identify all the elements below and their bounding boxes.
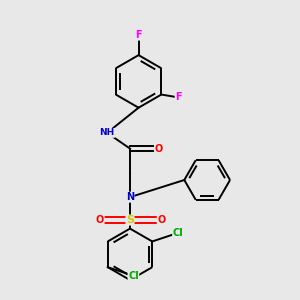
Text: Cl: Cl — [172, 228, 183, 238]
Text: O: O — [96, 215, 104, 225]
Text: F: F — [175, 92, 182, 102]
Text: O: O — [157, 215, 166, 225]
Text: Cl: Cl — [128, 271, 139, 281]
Text: NH: NH — [100, 128, 115, 137]
Text: S: S — [126, 215, 134, 225]
Text: N: N — [126, 192, 134, 202]
Text: F: F — [135, 30, 142, 40]
Text: O: O — [154, 144, 163, 154]
